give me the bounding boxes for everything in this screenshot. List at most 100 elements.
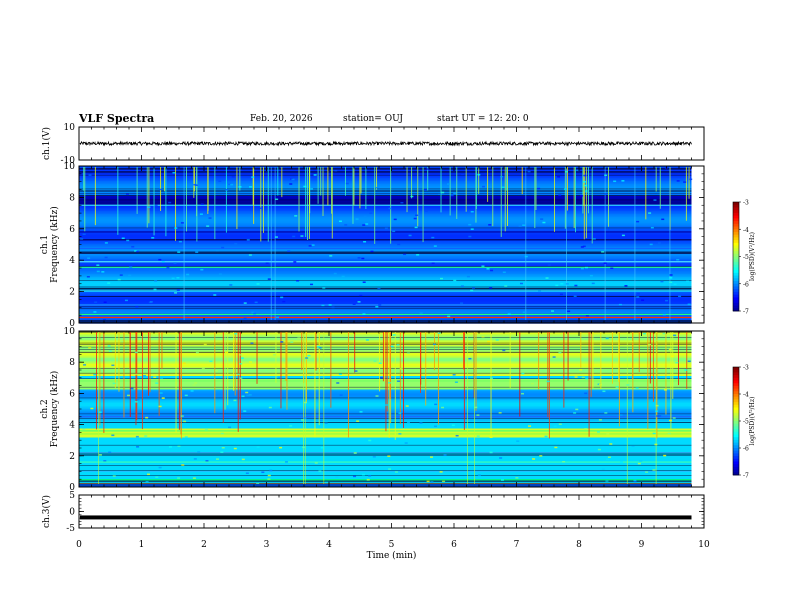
ch2-spectrogram-noise — [267, 478, 271, 480]
ch2-spectrogram-row — [79, 451, 692, 453]
ch1-spectrogram-noise — [610, 267, 614, 269]
ch2-spectrogram-noise — [515, 477, 519, 479]
ch2-spectrogram-row — [79, 478, 692, 480]
ch1-spectrogram-row — [79, 205, 692, 207]
ch1-spectrogram-noise — [555, 218, 559, 220]
ch2-spectrogram-row — [79, 439, 692, 441]
ch2-spectrogram-colorbar-tick-label: -3 — [743, 365, 749, 372]
ch1-spectrogram-noise — [564, 171, 568, 173]
ch2-spectrogram-noise — [324, 422, 328, 424]
ch2-spectrogram-noise — [269, 469, 273, 472]
ch1-spectrogram-noise — [490, 269, 494, 272]
ch1-spectrogram-colorbar-cell — [733, 283, 739, 287]
ch1-spectrogram-noise — [96, 270, 100, 273]
ch2-spectrogram-noise — [245, 472, 249, 474]
ch2-spectrogram-colorbar-cell — [733, 448, 739, 452]
ch2-spectrogram-noise — [648, 343, 652, 346]
ch2-spectrogram-noise — [442, 333, 446, 336]
ch1-spectrogram-row — [79, 301, 692, 303]
ch1-spectrogram-noise — [172, 171, 176, 174]
ch2-spectrogram-noise — [429, 456, 433, 458]
ch1-spectrogram-noise — [686, 280, 690, 283]
ch2-spectrogram-noise — [268, 406, 272, 409]
ch2-spectrogram-colorbar-cell — [733, 450, 739, 454]
ch1-spectrogram-row — [79, 262, 692, 264]
x-axis-label: Time (min) — [367, 550, 417, 561]
ch1-spectrogram-noise — [669, 281, 673, 284]
ch1-spectrogram-noise — [229, 284, 233, 286]
ch1-spectrogram-noise — [522, 224, 526, 226]
ch2-spectrogram-noise — [239, 377, 243, 379]
ch1-spectrogram-noise — [243, 317, 247, 320]
ch2-spectrogram-noise — [237, 373, 241, 376]
ch1-spectrogram-noise — [121, 237, 125, 240]
ch2-spectrogram-colorbar-tick-label: -4 — [743, 392, 749, 399]
ch1-spectrogram-colorbar-cell — [733, 226, 739, 230]
ch1-spectrogram-noise — [678, 295, 682, 298]
ch1-spectrogram-colorbar-cell — [733, 207, 739, 211]
ch1-spectrogram-colorbar-cell — [733, 215, 739, 219]
ch1-spectrogram-row — [79, 233, 692, 236]
ch1-spectrogram-noise — [357, 301, 361, 303]
ch2-spectrogram-noise — [474, 406, 478, 409]
ch2-spectrogram-noise — [441, 406, 445, 409]
ch1-spectrogram-colorbar-cell — [733, 286, 739, 290]
ch2-spectrogram-noise — [378, 362, 382, 365]
ch1-spectrogram-row — [79, 257, 692, 260]
ch2-spectrogram-noise — [619, 461, 623, 464]
ch1-spectrogram-noise — [194, 184, 198, 186]
ch2-spectrogram-noise — [530, 382, 534, 385]
ch2-spectrogram-noise — [146, 473, 150, 476]
ch2-spectrogram-noise — [615, 385, 619, 388]
ch1-spectrogram-noise — [310, 283, 314, 286]
ch1-spectrogram-noise — [453, 279, 457, 282]
ch1-spectrogram-noise — [460, 302, 464, 304]
ch1-spectrogram-noise — [230, 183, 234, 186]
ch2-spectrogram-noise — [684, 369, 688, 371]
ch2-spectrogram-noise — [396, 344, 400, 346]
ch1-spectrogram-noise — [604, 174, 608, 177]
ch2-spectrogram-noise — [127, 394, 131, 397]
ch2-spectrogram-noise — [437, 332, 441, 335]
ch1-spectrogram-noise — [148, 269, 152, 271]
ch1-spectrogram-noise — [470, 289, 474, 292]
ch1-spectrogram-noise — [689, 178, 693, 181]
ch2-spectrogram-row — [79, 472, 692, 474]
ch2-spectrogram-noise — [248, 394, 252, 396]
ch1-spectrogram-noise — [665, 299, 669, 302]
ch1-spectrogram-noise — [282, 300, 286, 303]
ch2-spectrogram-row — [79, 475, 692, 477]
ch2-spectrogram-row — [79, 446, 692, 449]
ch1-spectrogram-noise — [128, 274, 132, 277]
ch1-spectrogram-noise — [345, 182, 349, 185]
ch1-spectrogram-row — [79, 281, 692, 284]
ch2-spectrogram-noise — [111, 364, 115, 367]
ch2-spectrogram-colorbar-cell — [733, 396, 739, 400]
ch2-spectrogram-noise — [182, 362, 186, 364]
ch1-spectrogram-noise — [104, 242, 108, 244]
ch2-spectrogram-colorbar-cell — [733, 469, 739, 473]
ch1-spectrogram-row — [79, 218, 692, 221]
ch1-spectrogram-noise — [296, 280, 300, 282]
ch2-spectrogram-channel-label: ch.2 — [40, 399, 50, 418]
ch1-waveform-ytick-label: -10 — [61, 156, 76, 166]
ch2-spectrogram-noise — [289, 425, 293, 427]
ch1-spectrogram-noise — [500, 175, 504, 178]
ch2-spectrogram-noise — [290, 341, 294, 343]
ch1-spectrogram-colorbar-label: log(PSD)(V²/Hz) — [749, 232, 756, 281]
ch1-spectrogram-noise — [166, 266, 170, 269]
ch2-spectrogram-noise — [103, 460, 107, 462]
ch2-spectrogram-noise — [392, 334, 396, 336]
ch2-spectrogram-noise — [155, 476, 159, 478]
ch1-spectrogram-noise — [82, 233, 86, 236]
ch2-spectrogram-noise — [233, 447, 237, 450]
ch2-spectrogram-noise — [301, 419, 305, 421]
ch2-spectrogram-noise — [372, 456, 376, 458]
ch1-spectrogram-noise — [524, 255, 528, 258]
ch1-spectrogram-row — [79, 263, 692, 266]
ch1-spectrogram-row — [79, 209, 692, 212]
ch1-spectrogram-row — [79, 217, 692, 219]
ch2-spectrogram-noise — [177, 445, 181, 447]
ch2-spectrogram-low-band — [79, 484, 692, 487]
ch1-spectrogram-row — [79, 250, 692, 252]
